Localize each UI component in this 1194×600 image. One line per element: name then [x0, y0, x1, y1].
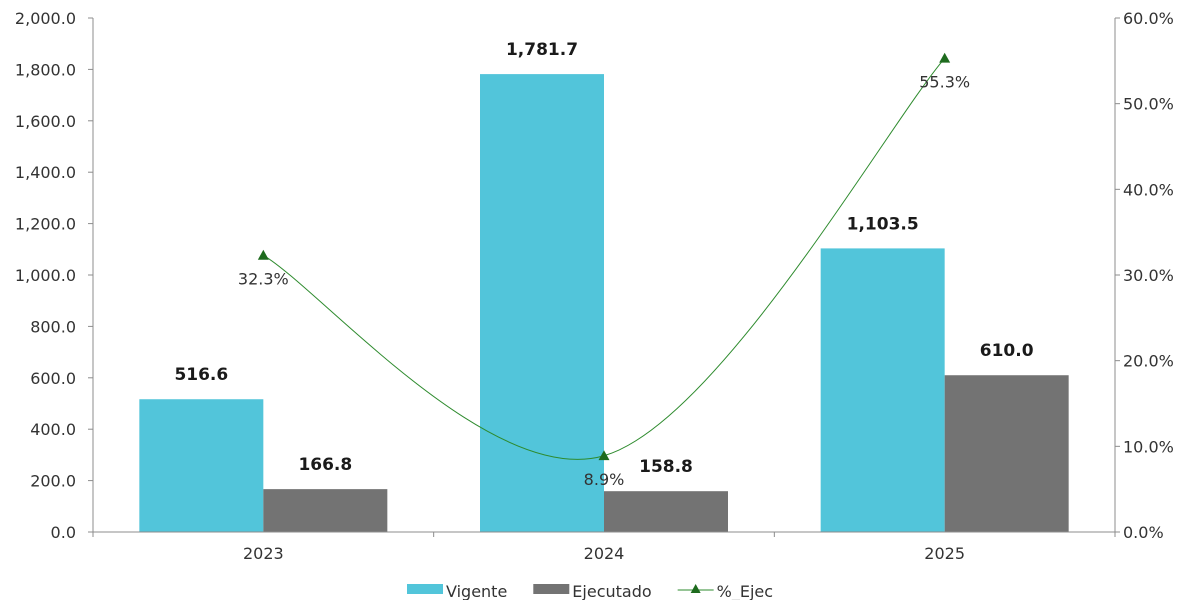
bar-data-label: 1,781.7: [506, 40, 578, 60]
legend-label: %_Ejec: [717, 582, 773, 600]
legend-label: Ejecutado: [572, 582, 651, 600]
left-y-tick-label: 1,200.0: [15, 215, 76, 234]
line-point-marker: [598, 450, 610, 461]
bar-ejecutado: [263, 489, 388, 532]
x-tick-label: 2024: [584, 544, 625, 563]
right-y-tick-label: 20.0%: [1123, 352, 1174, 371]
line-data-label: 55.3%: [919, 72, 970, 91]
right-y-tick-label: 0.0%: [1123, 523, 1164, 542]
left-y-tick-label: 0.0: [51, 523, 76, 542]
left-y-tick-label: 1,600.0: [15, 112, 76, 131]
x-tick-label: 2025: [924, 544, 965, 563]
bar-data-label: 166.8: [298, 455, 352, 475]
bar-data-label: 158.8: [639, 457, 693, 477]
bars-layer: [139, 74, 1069, 533]
left-y-tick-label: 1,400.0: [15, 163, 76, 182]
bar-vigente: [820, 248, 945, 532]
line-point-marker: [257, 249, 269, 260]
line-data-label: 32.3%: [238, 269, 289, 288]
left-y-tick-label: 2,000.0: [15, 9, 76, 28]
bar-ejecutado: [944, 375, 1069, 532]
axes-layer: 0.0 200.0 400.0 600.0 800.0 1,000.0 1,200.0 1,4…: [15, 9, 1174, 563]
right-y-tick-label: 10.0%: [1123, 437, 1174, 456]
left-y-tick-label: 400.0: [30, 420, 76, 439]
left-y-tick-label: 600.0: [30, 369, 76, 388]
x-tick-label: 2023: [243, 544, 284, 563]
bar-ejecutado: [604, 491, 728, 532]
right-y-tick-label: 40.0%: [1123, 180, 1174, 199]
right-y-tick-label: 30.0%: [1123, 266, 1174, 285]
bar-data-label: 516.6: [174, 365, 228, 385]
left-y-tick-label: 1,800.0: [15, 60, 76, 79]
line-data-label: 8.9%: [584, 470, 625, 489]
bar-vigente: [480, 74, 604, 533]
bar-data-label: 1,103.5: [847, 214, 919, 234]
legend-swatch-vigente: [407, 584, 443, 594]
labels-layer: 516.6 1,781.7 1,103.5 166.8 158.8 610.0 32.3% 8…: [174, 40, 1033, 489]
right-y-tick-label: 50.0%: [1123, 95, 1174, 114]
line-layer: [257, 52, 951, 461]
legend-marker-icon: [690, 584, 701, 593]
legend-label: Vigente: [446, 582, 507, 600]
legend-swatch-ejecutado: [533, 584, 570, 594]
bar-vigente: [139, 399, 264, 532]
left-y-tick-label: 800.0: [30, 317, 76, 336]
left-y-tick-label: 1,000.0: [15, 266, 76, 285]
right-y-tick-label: 60.0%: [1123, 9, 1174, 28]
bar-data-label: 610.0: [980, 341, 1034, 361]
left-y-tick-label: 200.0: [30, 472, 76, 491]
legend: Vigente Ejecutado %_Ejec: [407, 582, 773, 600]
line-point-marker: [939, 52, 951, 63]
